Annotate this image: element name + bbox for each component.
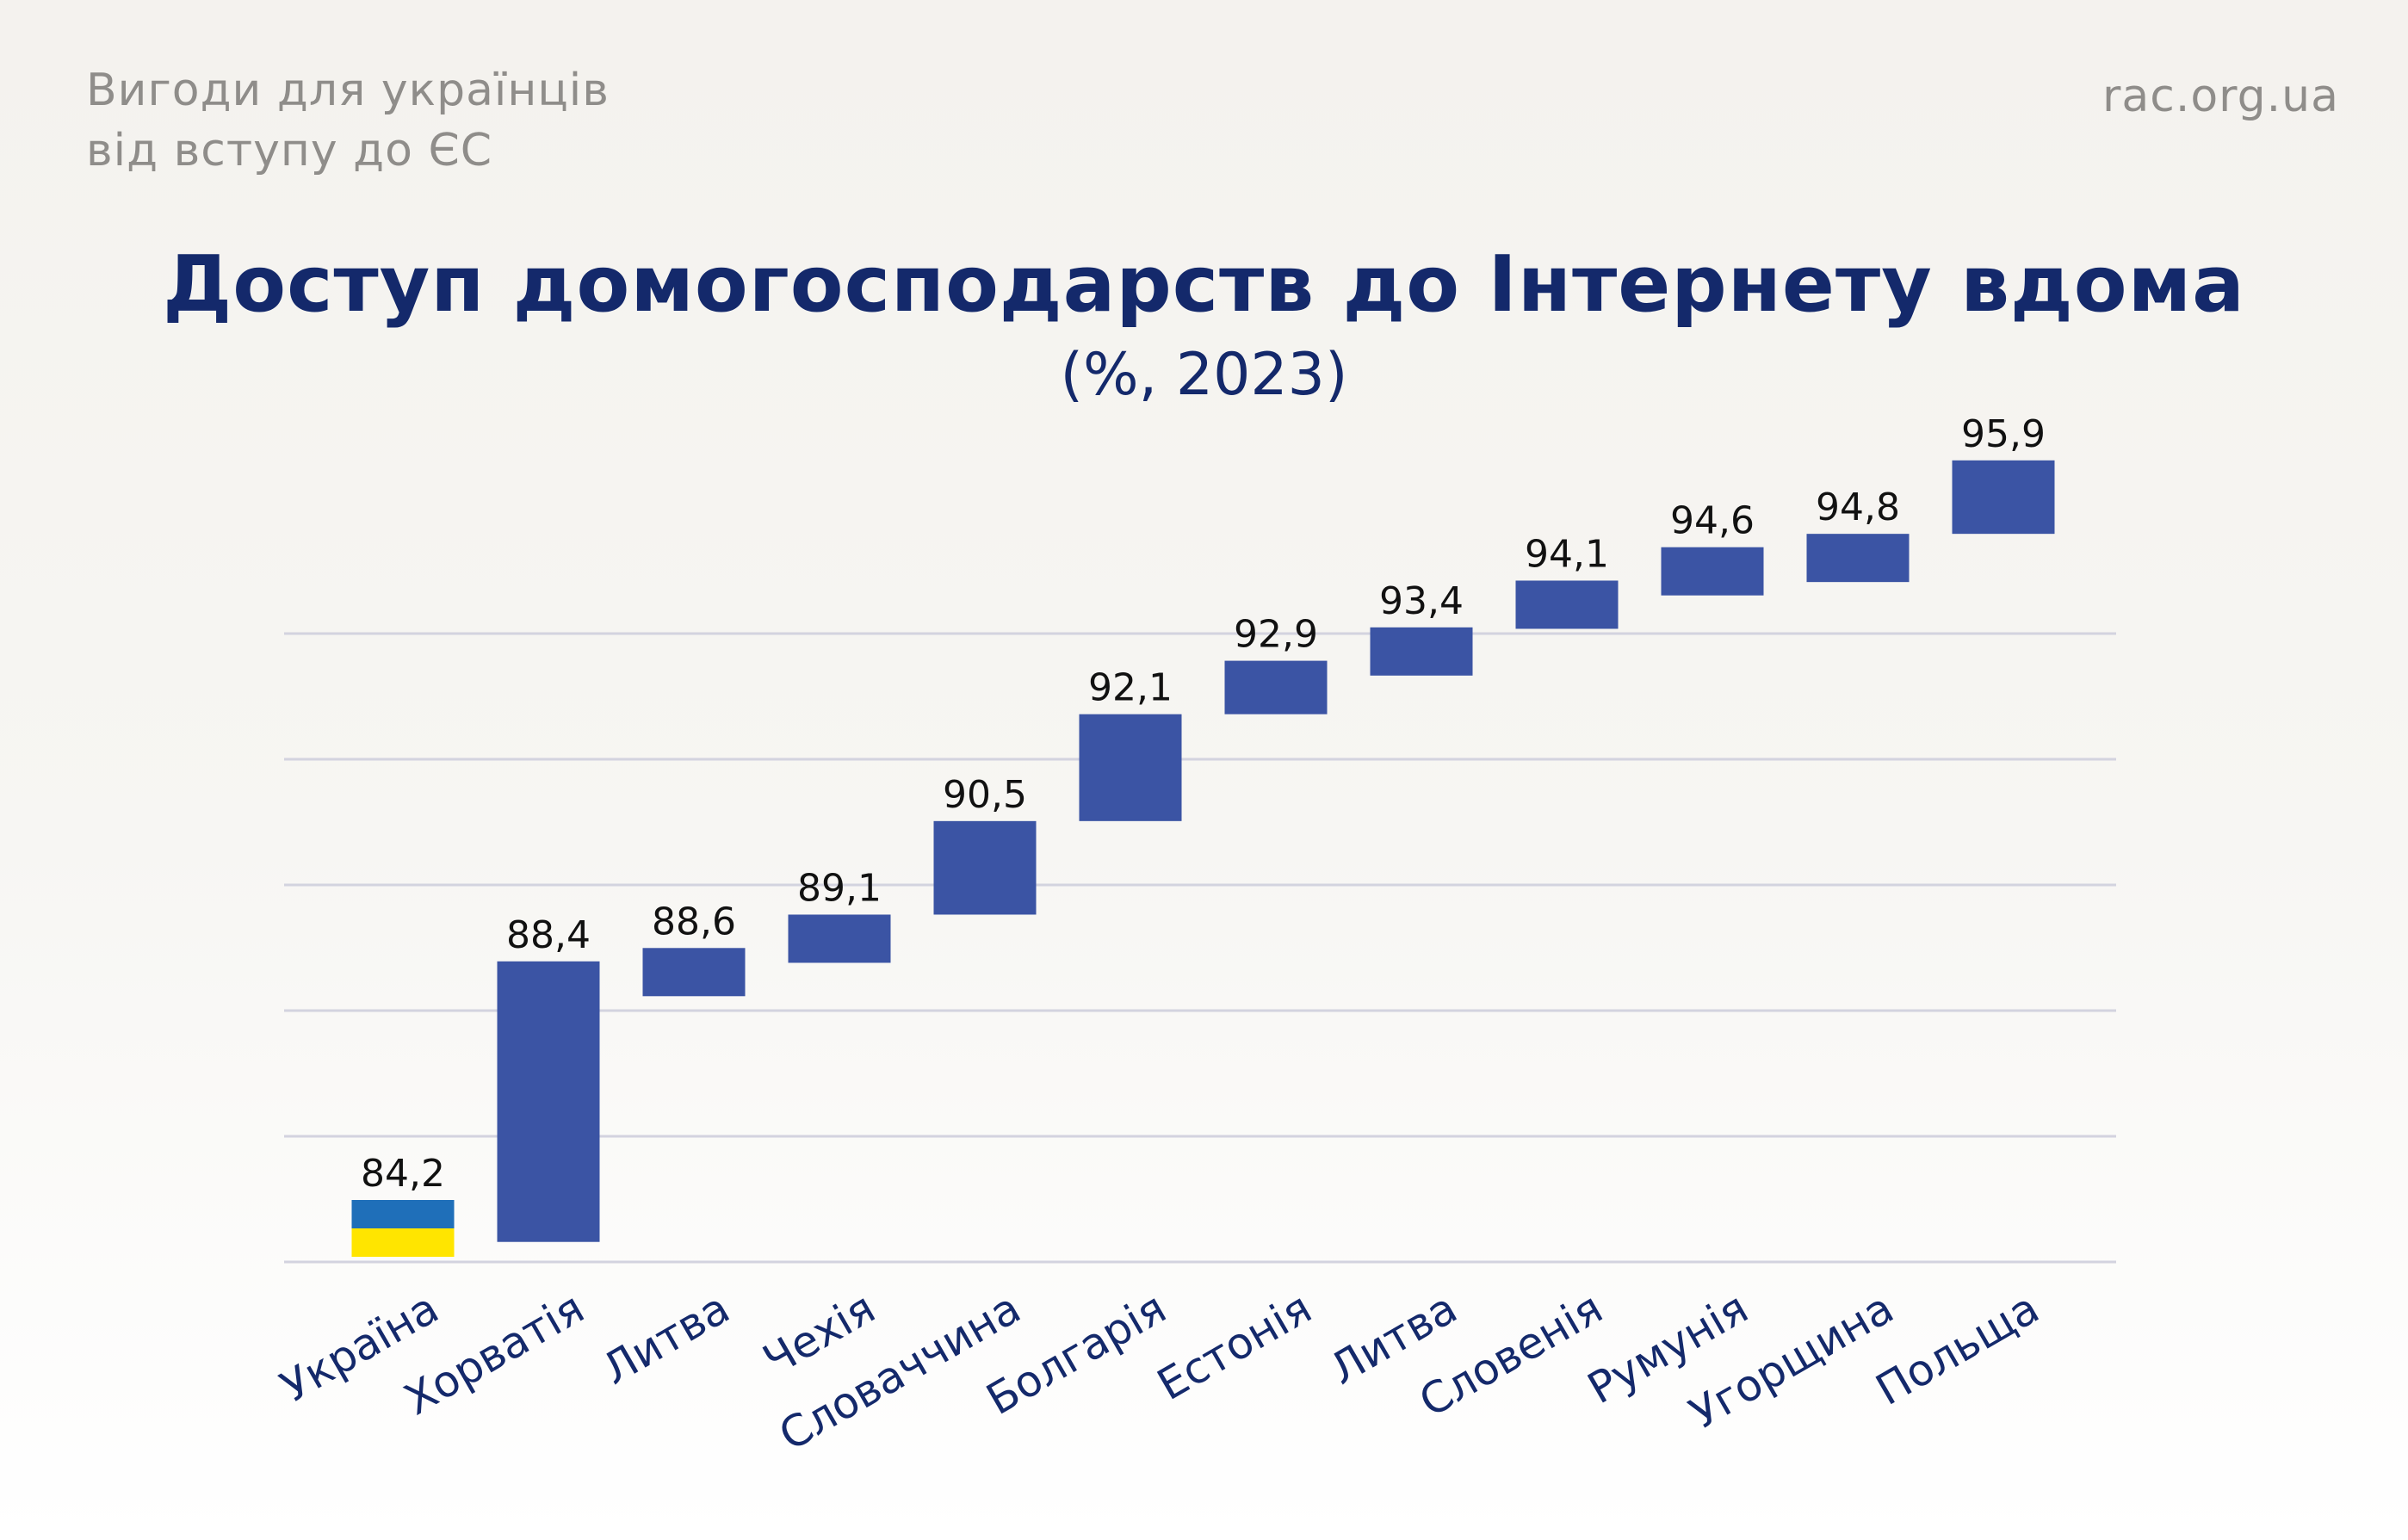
data-label: 90,5 <box>943 773 1027 817</box>
header-caption: Вигоди для українців від вступу до ЄС <box>86 60 610 181</box>
site-url: rac.org.ua <box>2102 71 2339 122</box>
header-caption-line2: від вступу до ЄС <box>86 125 493 176</box>
bar <box>933 820 1037 915</box>
bar <box>642 948 746 997</box>
bar <box>788 914 891 963</box>
tick-label: Польща <box>1867 1283 2047 1415</box>
data-label: 84,2 <box>361 1152 445 1196</box>
data-label: 94,8 <box>1816 486 1900 529</box>
data-label: 88,6 <box>652 900 736 943</box>
bar <box>1370 627 1473 676</box>
data-label: 94,1 <box>1525 532 1609 576</box>
bar <box>1952 460 2055 535</box>
data-label: 89,1 <box>797 866 882 910</box>
bar <box>1079 714 1182 821</box>
bar-ukraine-flag-blue <box>351 1200 455 1228</box>
data-label: 92,1 <box>1088 666 1173 710</box>
data-label: 95,9 <box>1961 412 2046 456</box>
chart-title: Доступ домогосподарств до Інтернету вдом… <box>163 239 2245 330</box>
bar <box>497 961 600 1242</box>
bar <box>1224 660 1328 714</box>
data-label: 92,9 <box>1234 613 1318 657</box>
bar <box>1806 534 1910 583</box>
tick-label: Словаччина <box>771 1283 1029 1460</box>
data-label: 88,4 <box>506 913 591 957</box>
tick-label: Естонія <box>1149 1283 1320 1410</box>
tick-label: Литва <box>594 1283 738 1395</box>
data-label: 93,4 <box>1379 579 1464 623</box>
bar <box>1661 547 1764 596</box>
chart-subtitle: (%, 2023) <box>1060 341 1348 409</box>
bar-ukraine-flag-yellow <box>351 1228 455 1257</box>
bar <box>1515 580 1619 629</box>
data-label: 94,6 <box>1670 499 1755 543</box>
header-caption-line1: Вигоди для українців <box>86 65 610 116</box>
